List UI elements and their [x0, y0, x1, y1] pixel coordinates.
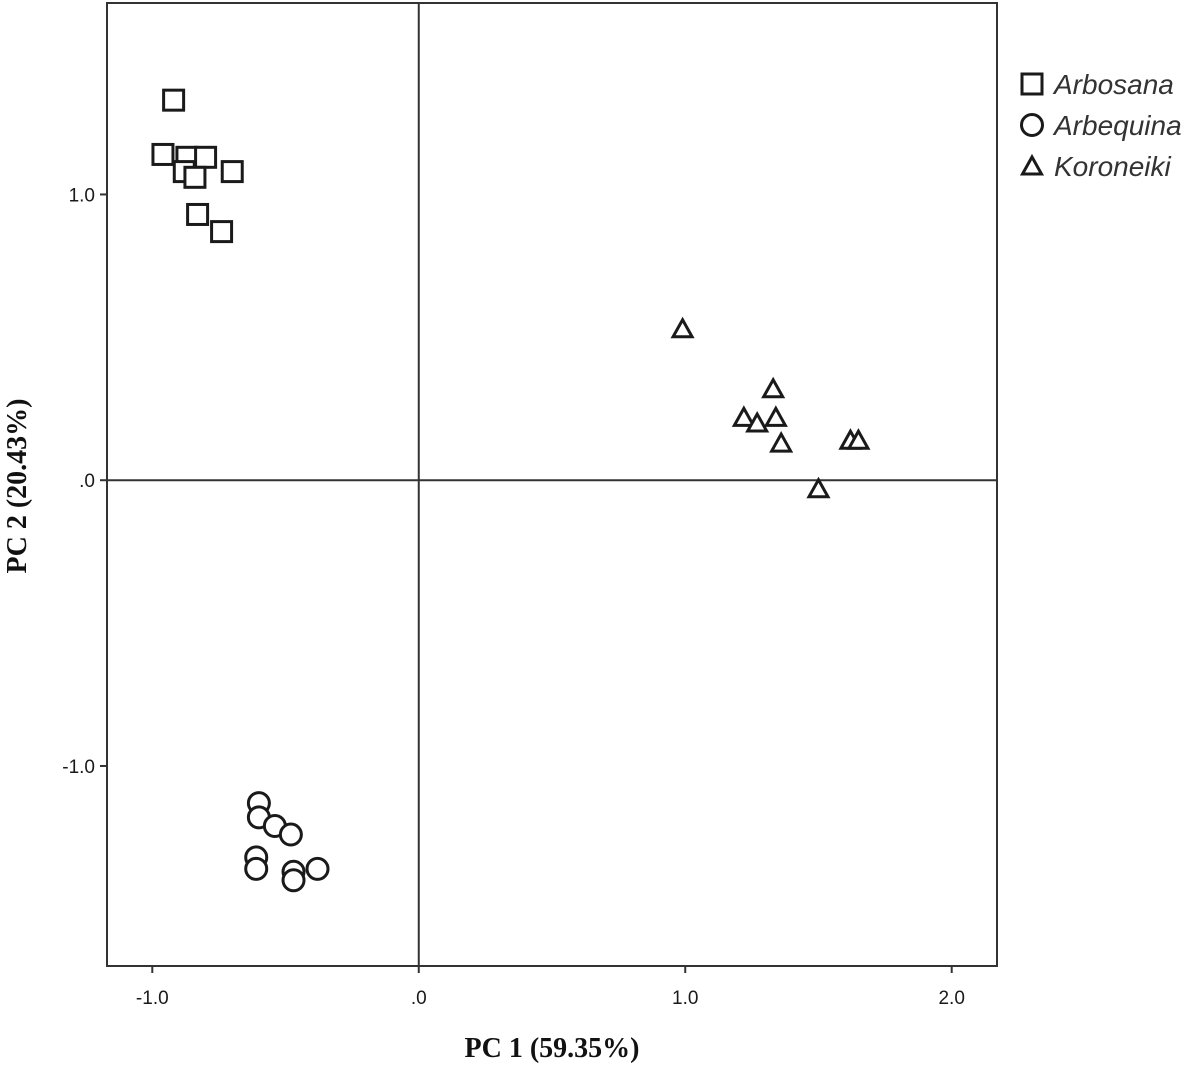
x-tick-label: .0: [411, 988, 427, 1009]
series-arbosana: [151, 88, 244, 244]
arbequina-point: [244, 856, 269, 881]
koroneiki-point: [761, 376, 786, 399]
legend-circle-marker: [1020, 113, 1044, 137]
koroneiki-point: [846, 428, 871, 450]
y-tick-label: -1.0: [62, 757, 95, 778]
plot-area-frame: [106, 2, 998, 967]
series-koroneiki: [670, 316, 871, 499]
axis-ticks: -1.0 .0 1.0 2.0 1.0 .0 -1.0: [62, 185, 965, 1009]
koroneiki-point: [745, 410, 770, 433]
koroneiki-point: [763, 405, 788, 427]
arbosana-point: [183, 165, 207, 189]
x-tick-label: 1.0: [672, 988, 698, 1009]
legend-triangle-marker: [1019, 153, 1045, 176]
x-axis-title: PC 1 (59.35%): [465, 1033, 640, 1064]
legend-label: Koroneiki: [1054, 151, 1172, 182]
series-arbequina: [244, 791, 330, 893]
reference-lines: [107, 3, 997, 966]
x-tick-label: 2.0: [938, 988, 964, 1009]
arbequina-point: [278, 822, 303, 847]
koroneiki-point: [769, 430, 794, 453]
legend: Arbosana Arbequina Koroneiki: [1019, 69, 1182, 182]
koroneiki-point: [731, 405, 756, 427]
legend-item-koroneiki: Koroneiki: [1019, 151, 1172, 182]
arbosana-point: [194, 145, 218, 169]
y-tick-label: 1.0: [69, 185, 95, 206]
y-axis-title: PC 2 (20.43%): [2, 399, 33, 574]
legend-item-arbosana: Arbosana: [1020, 69, 1174, 100]
arbosana-point: [220, 160, 244, 184]
legend-item-arbequina: Arbequina: [1020, 110, 1182, 141]
koroneiki-point: [670, 316, 695, 339]
y-tick-label: .0: [79, 471, 95, 492]
arbequina-point: [281, 868, 306, 893]
x-tick-label: -1.0: [136, 988, 169, 1009]
arbosana-point: [151, 142, 175, 166]
legend-label: Arbequina: [1052, 110, 1182, 141]
koroneiki-point: [806, 476, 831, 499]
arbequina-point: [305, 856, 330, 881]
arbosana-point: [210, 220, 234, 244]
legend-label: Arbosana: [1052, 69, 1174, 100]
arbosana-point: [186, 202, 210, 226]
data-points: [151, 88, 871, 893]
arbosana-point: [162, 88, 186, 112]
legend-square-marker: [1020, 72, 1044, 96]
